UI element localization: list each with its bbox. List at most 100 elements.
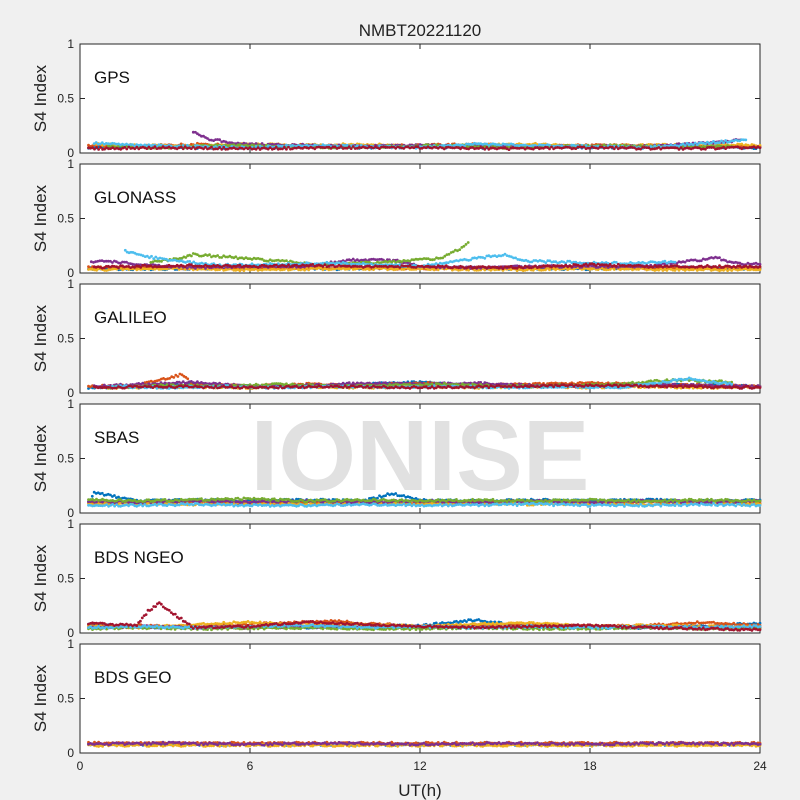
data-point	[125, 147, 129, 151]
data-point	[758, 265, 762, 268]
data-point	[570, 265, 574, 268]
data-point	[202, 134, 205, 138]
data-point	[125, 142, 128, 146]
panel-label: GLONASS	[94, 188, 176, 207]
data-point	[196, 132, 199, 136]
y-tick-label: 0	[67, 146, 74, 160]
data-point	[614, 264, 618, 268]
data-point	[242, 141, 246, 145]
data-point	[194, 130, 197, 134]
data-point	[351, 145, 355, 148]
data-point	[279, 144, 282, 148]
data-point	[323, 263, 327, 267]
data-point	[398, 266, 402, 269]
data-point	[214, 145, 218, 148]
data-point	[740, 142, 744, 146]
panel-label: GPS	[94, 68, 130, 87]
data-point	[206, 137, 209, 140]
data-point	[129, 143, 133, 146]
y-axis-label: S4 Index	[31, 64, 50, 132]
data-point	[758, 144, 762, 147]
data-point	[434, 266, 438, 270]
data-point	[185, 143, 189, 147]
y-tick-label: 1	[67, 157, 74, 171]
data-point	[175, 145, 179, 149]
data-point	[426, 143, 430, 147]
data-point	[100, 141, 104, 145]
data-point	[117, 266, 120, 270]
data-point	[190, 254, 193, 258]
data-point	[544, 261, 548, 265]
data-point	[683, 144, 687, 147]
data-point	[115, 142, 118, 146]
y-tick-label: 1	[67, 277, 74, 291]
data-point	[464, 243, 468, 246]
data-point	[106, 144, 110, 148]
data-point	[744, 143, 748, 147]
data-point	[208, 138, 211, 142]
data-point	[210, 138, 213, 142]
panel-gps: 0 0.5 1 S4 Index GPS	[31, 37, 762, 160]
data-point	[172, 376, 176, 379]
plot-area	[79, 43, 761, 154]
data-point	[98, 142, 102, 146]
data-point	[466, 241, 470, 244]
data-point	[758, 146, 762, 150]
data-point	[311, 263, 315, 266]
data-point	[447, 252, 451, 256]
data-point	[287, 263, 290, 267]
data-point	[744, 138, 748, 142]
data-point	[200, 134, 203, 138]
y-tick-label: 0.5	[57, 332, 74, 346]
data-point	[285, 147, 288, 151]
data-point	[151, 143, 155, 147]
data-point	[220, 147, 224, 151]
data-point	[276, 144, 280, 148]
data-point	[260, 142, 264, 145]
data-point	[274, 142, 278, 146]
data-point	[458, 248, 462, 252]
data-point	[602, 143, 606, 147]
data-point	[150, 254, 153, 258]
data-point	[254, 142, 258, 145]
data-point	[339, 145, 343, 148]
y-tick-label: 1	[67, 37, 74, 51]
panel-label: GALILEO	[94, 308, 167, 327]
data-point	[608, 262, 612, 266]
data-point	[736, 142, 740, 146]
y-axis-label: S4 Index	[31, 304, 50, 372]
plot-area	[79, 163, 761, 274]
data-point	[186, 377, 190, 381]
data-point	[673, 260, 677, 264]
y-axis-label: S4 Index	[31, 184, 50, 252]
data-point	[157, 143, 161, 147]
data-point	[651, 266, 655, 269]
data-point	[94, 141, 98, 144]
data-point	[218, 146, 222, 149]
data-point	[191, 130, 195, 134]
data-point	[701, 145, 705, 148]
plot-area	[79, 283, 761, 394]
figure-title: NMBT20221120	[359, 21, 482, 40]
data-point	[133, 144, 137, 148]
data-point	[493, 144, 497, 148]
data-point	[718, 256, 721, 259]
data-point	[222, 145, 226, 149]
data-point	[188, 260, 192, 263]
data-point	[218, 138, 222, 142]
data-point	[586, 143, 590, 147]
data-point	[106, 142, 110, 146]
y-tick-label: 0.5	[57, 92, 74, 106]
y-tick-label: 0.5	[57, 212, 74, 226]
data-point	[462, 244, 466, 248]
data-point	[208, 253, 211, 257]
data-point	[758, 268, 762, 272]
data-point	[214, 138, 218, 142]
data-point	[139, 266, 143, 269]
data-point	[287, 145, 290, 149]
data-point	[234, 255, 238, 259]
